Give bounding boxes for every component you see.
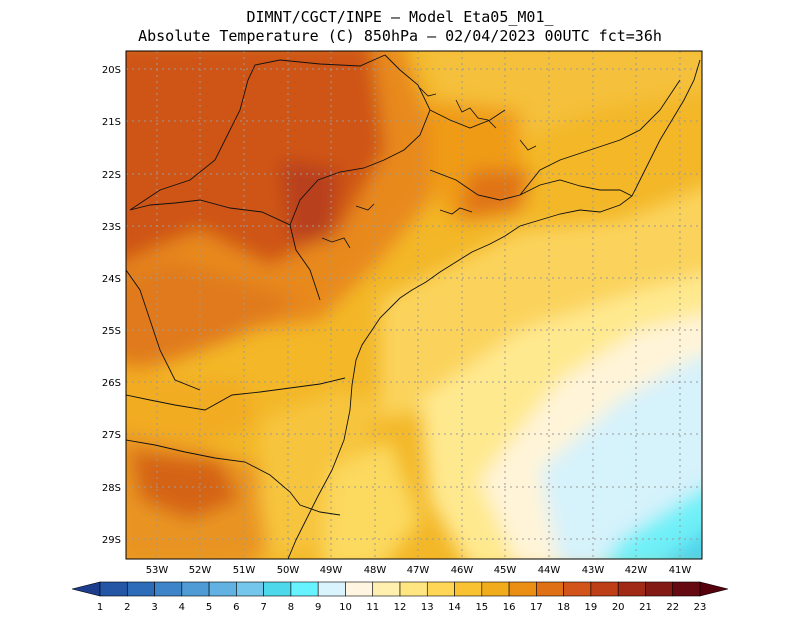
- colorbar-label: 19: [585, 602, 598, 613]
- colorbar-segment: [372, 581, 401, 597]
- colorbar-label: 10: [339, 602, 352, 613]
- lat-label: 20S: [102, 65, 121, 76]
- colorbar-segment: [399, 581, 428, 597]
- colorbar-segment: [672, 581, 701, 597]
- title-line-2: Absolute Temperature (C) 850hPa – 02/04/…: [138, 27, 662, 45]
- colorbar-max-arrow: [699, 581, 729, 597]
- colorbar-label: 14: [448, 602, 461, 613]
- lat-label: 26S: [102, 378, 121, 389]
- lon-label: 52W: [189, 565, 212, 576]
- boundaries: [126, 54, 701, 559]
- colorbar-label: 16: [503, 602, 516, 613]
- lon-label: 46W: [451, 565, 474, 576]
- colorbar-label: 15: [475, 602, 488, 613]
- colorbar-label: 21: [639, 602, 652, 613]
- colorbar-label: 8: [288, 602, 294, 613]
- lon-label: 47W: [407, 565, 430, 576]
- lon-label: 51W: [233, 565, 256, 576]
- lat-label: 21S: [102, 117, 121, 128]
- colorbar-label: 5: [206, 602, 212, 613]
- colorbar: [71, 581, 729, 597]
- colorbar-segment: [563, 581, 592, 597]
- lon-label: 48W: [364, 565, 387, 576]
- colorbar-segment: [126, 581, 155, 597]
- colorbar-label: 12: [394, 602, 407, 613]
- graticule: [126, 51, 702, 559]
- map-frame: [125, 50, 703, 560]
- colorbar-label: 22: [666, 602, 679, 613]
- colorbar-segment: [181, 581, 210, 597]
- colorbar-segment: [99, 581, 128, 597]
- lon-label: 43W: [582, 565, 605, 576]
- lon-label: 49W: [320, 565, 343, 576]
- colorbar-segment: [345, 581, 374, 597]
- lat-label: 23S: [102, 222, 121, 233]
- lon-label: 42W: [625, 565, 648, 576]
- colorbar-segment: [426, 581, 455, 597]
- colorbar-label: 20: [612, 602, 625, 613]
- colorbar-segment: [536, 581, 564, 597]
- colorbar-segment: [454, 581, 483, 597]
- colorbar-segment: [236, 581, 264, 597]
- colorbar-segment: [590, 581, 619, 597]
- colorbar-label: 18: [557, 602, 570, 613]
- colorbar-segment: [508, 581, 537, 597]
- lat-label: 24S: [102, 274, 121, 285]
- colorbar-label: 17: [530, 602, 543, 613]
- colorbar-segment: [617, 581, 646, 597]
- lat-label: 22S: [102, 170, 121, 181]
- colorbar-labels: 1 2 3 4 5 6 7 8 9 10 11 12 13 14 15 16 17 18 19 20 21 22 23: [97, 602, 707, 613]
- lon-label: 45W: [494, 565, 517, 576]
- lat-label: 25S: [102, 326, 121, 337]
- lat-label: 27S: [102, 430, 121, 441]
- colorbar-label: 6: [233, 602, 239, 613]
- longitude-labels: 53W 52W 51W 50W 49W 48W 47W 46W 45W 44W …: [146, 565, 692, 576]
- colorbar-segment: [208, 581, 237, 597]
- colorbar-label: 13: [421, 602, 434, 613]
- title-line-1: DIMNT/CGCT/INPE – Model Eta05_M01_: [246, 8, 554, 26]
- lon-label: 53W: [146, 565, 169, 576]
- colorbar-label: 4: [179, 602, 185, 613]
- colorbar-segment: [290, 581, 319, 597]
- latitude-labels: 20S 21S 22S 23S 24S 25S 26S 27S 28S 29S: [102, 65, 121, 546]
- colorbar-segment: [154, 581, 183, 597]
- colorbar-label: 9: [315, 602, 321, 613]
- map-field: [126, 51, 702, 559]
- colorbar-label: 1: [97, 602, 103, 613]
- colorbar-label: 11: [366, 602, 379, 613]
- colorbar-segment: [645, 581, 674, 597]
- colorbar-label: 3: [151, 602, 157, 613]
- lat-label: 28S: [102, 483, 121, 494]
- lat-label: 29S: [102, 535, 121, 546]
- colorbar-label: 2: [124, 602, 130, 613]
- colorbar-segment: [263, 581, 292, 597]
- lon-label: 44W: [538, 565, 561, 576]
- lon-label: 50W: [277, 565, 300, 576]
- colorbar-segment: [317, 581, 346, 597]
- colorbar-min-arrow: [71, 581, 101, 597]
- colorbar-segment: [481, 581, 510, 597]
- colorbar-label: 23: [694, 602, 707, 613]
- lon-label: 41W: [669, 565, 692, 576]
- colorbar-label: 7: [260, 602, 266, 613]
